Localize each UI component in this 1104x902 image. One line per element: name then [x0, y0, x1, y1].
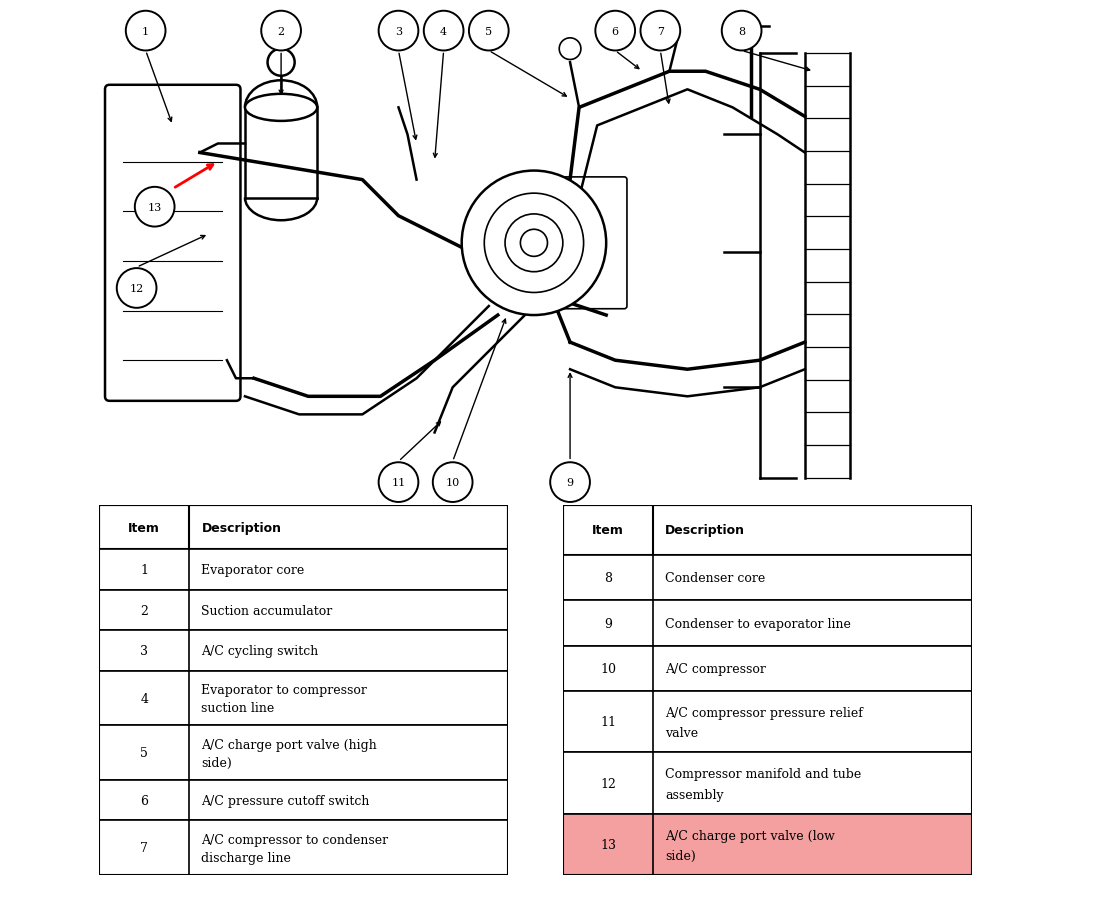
Text: A/C compressor: A/C compressor: [665, 662, 766, 676]
Circle shape: [485, 194, 584, 293]
Text: 4: 4: [140, 692, 148, 704]
Bar: [563, 814, 972, 875]
FancyBboxPatch shape: [513, 178, 627, 309]
Circle shape: [640, 12, 680, 51]
Circle shape: [135, 188, 174, 227]
Circle shape: [595, 12, 635, 51]
Bar: [99, 725, 508, 780]
Circle shape: [267, 50, 295, 77]
Bar: [99, 505, 508, 550]
Bar: [99, 590, 508, 630]
Text: Item: Item: [592, 524, 624, 537]
Text: 4: 4: [440, 26, 447, 37]
Circle shape: [520, 230, 548, 257]
Text: 5: 5: [140, 746, 148, 759]
Bar: [563, 752, 972, 814]
Text: 11: 11: [599, 715, 616, 729]
Text: 1: 1: [142, 26, 149, 37]
Circle shape: [433, 463, 473, 502]
Text: discharge line: discharge line: [201, 851, 291, 864]
Text: 9: 9: [604, 617, 612, 630]
Text: Condenser to evaporator line: Condenser to evaporator line: [665, 617, 851, 630]
Bar: [99, 821, 508, 875]
Text: side): side): [201, 756, 232, 769]
Bar: [563, 646, 972, 692]
Bar: [99, 780, 508, 821]
Text: Suction accumulator: Suction accumulator: [201, 604, 332, 617]
Text: A/C compressor to condenser: A/C compressor to condenser: [201, 833, 389, 846]
Text: 3: 3: [395, 26, 402, 37]
Text: suction line: suction line: [201, 702, 275, 714]
Circle shape: [126, 12, 166, 51]
Text: Item: Item: [128, 521, 160, 534]
Text: 11: 11: [391, 477, 405, 488]
Bar: [563, 601, 972, 646]
Ellipse shape: [245, 95, 317, 122]
Text: 13: 13: [148, 202, 162, 213]
Text: Description: Description: [201, 521, 282, 534]
Text: A/C pressure cutoff switch: A/C pressure cutoff switch: [201, 794, 370, 806]
Bar: [99, 671, 508, 725]
Circle shape: [722, 12, 762, 51]
Text: 10: 10: [446, 477, 459, 488]
Circle shape: [424, 12, 464, 51]
Text: Condenser core: Condenser core: [665, 572, 765, 584]
Circle shape: [560, 39, 581, 60]
Text: 6: 6: [140, 794, 148, 806]
Text: 7: 7: [140, 842, 148, 854]
Circle shape: [469, 12, 509, 51]
Circle shape: [505, 215, 563, 272]
Text: 13: 13: [599, 838, 616, 851]
Circle shape: [117, 269, 157, 308]
Text: assembly: assembly: [665, 787, 724, 801]
Text: Evaporator core: Evaporator core: [201, 564, 305, 576]
Bar: [99, 630, 508, 671]
Bar: [99, 550, 508, 590]
Text: side): side): [665, 849, 696, 862]
Text: A/C charge port valve (low: A/C charge port valve (low: [665, 829, 835, 842]
Bar: [563, 692, 972, 752]
Text: valve: valve: [665, 726, 699, 740]
Circle shape: [379, 12, 418, 51]
Text: 12: 12: [601, 777, 616, 789]
Text: 12: 12: [129, 283, 144, 294]
Text: 3: 3: [140, 644, 148, 658]
Text: 7: 7: [657, 26, 664, 37]
Text: 8: 8: [604, 572, 612, 584]
Bar: [563, 556, 972, 601]
Circle shape: [550, 463, 590, 502]
Text: 2: 2: [140, 604, 148, 617]
Text: A/C compressor pressure relief: A/C compressor pressure relief: [665, 706, 863, 720]
Text: A/C cycling switch: A/C cycling switch: [201, 644, 319, 658]
Text: 10: 10: [599, 662, 616, 676]
Text: 6: 6: [612, 26, 618, 37]
Circle shape: [379, 463, 418, 502]
Text: Description: Description: [665, 524, 745, 537]
Text: Compressor manifold and tube: Compressor manifold and tube: [665, 768, 861, 780]
Text: 8: 8: [739, 26, 745, 37]
Circle shape: [262, 12, 301, 51]
FancyBboxPatch shape: [105, 86, 241, 401]
Text: 1: 1: [140, 564, 148, 576]
Circle shape: [461, 171, 606, 316]
Bar: [563, 505, 972, 556]
Text: 5: 5: [486, 26, 492, 37]
Text: 9: 9: [566, 477, 574, 488]
Text: Evaporator to compressor: Evaporator to compressor: [201, 684, 368, 696]
Text: 2: 2: [277, 26, 285, 37]
Text: A/C charge port valve (high: A/C charge port valve (high: [201, 738, 378, 751]
